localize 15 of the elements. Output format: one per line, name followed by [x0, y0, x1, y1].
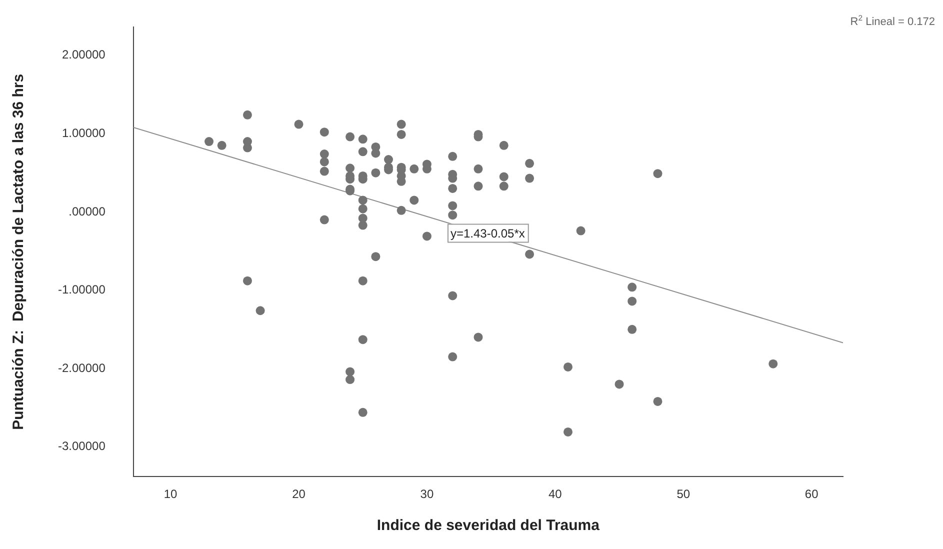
- y-tick-label: .00000: [68, 204, 106, 218]
- x-axis-title: Indice de severidad del Trauma: [376, 517, 600, 534]
- x-tick-label: 60: [804, 487, 819, 502]
- y-axis-title: Puntuación Z: Depuración de Lactato a las 36 hrs: [10, 74, 28, 430]
- x-tick-label: 20: [292, 487, 306, 502]
- y-tick-label: -1.00000: [58, 282, 106, 297]
- x-tick-label: 10: [164, 487, 178, 502]
- y-tick-label: 2.00000: [62, 48, 106, 62]
- x-tick-label: 30: [420, 487, 434, 502]
- x-tick-label: 50: [676, 487, 690, 502]
- y-tick-label: -3.00000: [58, 439, 106, 454]
- y-tick-label: 1.00000: [62, 126, 106, 140]
- annotation: y=1.43-0.05*x: [450, 226, 525, 241]
- x-tick-label: 40: [548, 487, 562, 502]
- y-tick-label: -2.00000: [58, 360, 106, 375]
